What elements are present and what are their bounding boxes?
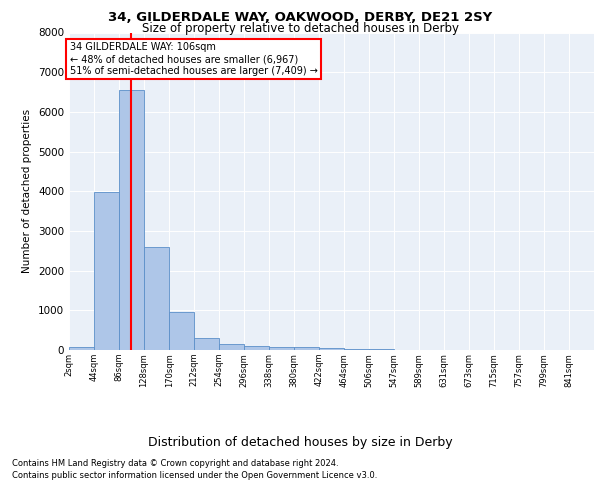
Text: Distribution of detached houses by size in Derby: Distribution of detached houses by size … — [148, 436, 452, 449]
Bar — [144, 247, 169, 350]
Bar — [69, 347, 94, 350]
Text: Contains HM Land Registry data © Crown copyright and database right 2024.: Contains HM Land Registry data © Crown c… — [12, 458, 338, 468]
Bar — [319, 348, 344, 350]
Bar — [269, 347, 294, 350]
Bar — [119, 90, 144, 350]
Bar — [294, 348, 319, 350]
Text: 34, GILDERDALE WAY, OAKWOOD, DERBY, DE21 2SY: 34, GILDERDALE WAY, OAKWOOD, DERBY, DE21… — [108, 11, 492, 24]
Bar — [169, 312, 194, 350]
Text: Contains public sector information licensed under the Open Government Licence v3: Contains public sector information licen… — [12, 471, 377, 480]
Text: Size of property relative to detached houses in Derby: Size of property relative to detached ho… — [142, 22, 458, 35]
Bar — [370, 349, 394, 350]
Bar — [344, 348, 370, 350]
Bar — [94, 192, 119, 350]
Y-axis label: Number of detached properties: Number of detached properties — [22, 109, 32, 274]
Text: 34 GILDERDALE WAY: 106sqm
← 48% of detached houses are smaller (6,967)
51% of se: 34 GILDERDALE WAY: 106sqm ← 48% of detac… — [70, 42, 317, 76]
Bar — [219, 344, 244, 350]
Bar — [194, 338, 219, 350]
Bar — [244, 346, 269, 350]
